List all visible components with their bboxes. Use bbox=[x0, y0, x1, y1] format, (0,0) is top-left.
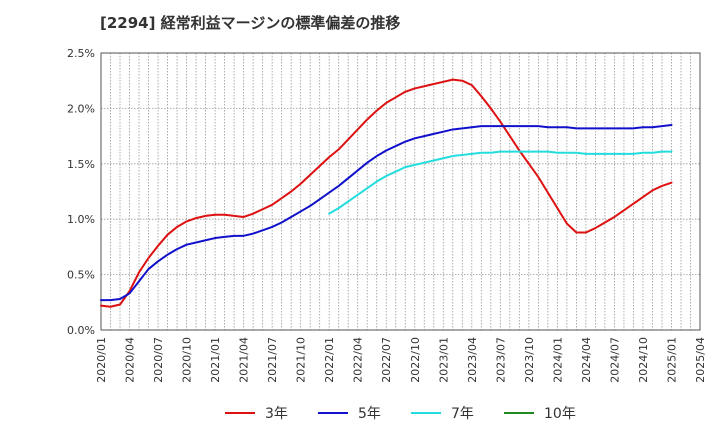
plot-area bbox=[101, 53, 700, 330]
x-tick-label: 2024/01 bbox=[551, 337, 564, 383]
legend: 3年 5年 7年 10年 bbox=[225, 406, 576, 422]
y-tick-label: 0.0% bbox=[67, 324, 95, 337]
series-lines bbox=[100, 78, 673, 308]
plot-frame bbox=[100, 52, 701, 331]
y-tick-label: 2.0% bbox=[67, 102, 95, 115]
y-tick-label: 2.5% bbox=[67, 47, 95, 60]
x-tick-label: 2020/01 bbox=[95, 337, 108, 383]
x-tick-label: 2020/10 bbox=[181, 337, 194, 383]
x-tick-label: 2022/10 bbox=[409, 337, 422, 383]
y-tick-label: 1.0% bbox=[67, 213, 95, 226]
series-line bbox=[100, 124, 673, 302]
x-tick-label: 2025/04 bbox=[694, 337, 707, 383]
x-tick-label: 2024/10 bbox=[637, 337, 650, 383]
chart-title: [2294] 経常利益マージンの標準偏差の推移 bbox=[100, 14, 400, 32]
series-line bbox=[328, 150, 673, 215]
x-tick-label: 2021/07 bbox=[266, 337, 279, 383]
x-tick-label: 2020/04 bbox=[124, 337, 137, 383]
axes: 0.0% 0.5% 1.0% 1.5% 2.0% 2.5% 2020/01 2020/04 20… bbox=[67, 47, 707, 383]
x-tick-label: 2023/07 bbox=[494, 337, 507, 383]
x-tick-label: 2023/10 bbox=[523, 337, 536, 383]
x-tick-label: 2022/07 bbox=[380, 337, 393, 383]
legend-label: 3年 bbox=[265, 406, 288, 422]
x-tick-label: 2021/04 bbox=[238, 337, 251, 383]
x-tick-label: 2023/04 bbox=[466, 337, 479, 383]
y-tick-label: 0.5% bbox=[67, 269, 95, 282]
x-tick-label: 2024/04 bbox=[580, 337, 593, 383]
x-tick-label: 2021/01 bbox=[209, 337, 222, 383]
x-tick-label: 2020/07 bbox=[152, 337, 165, 383]
y-tick-label: 1.5% bbox=[67, 158, 95, 171]
x-tick-label: 2024/07 bbox=[608, 337, 621, 383]
x-tick-label: 2025/01 bbox=[665, 337, 678, 383]
x-tick-label: 2022/04 bbox=[352, 337, 365, 383]
legend-label: 5年 bbox=[358, 406, 381, 422]
x-tick-label: 2021/10 bbox=[295, 337, 308, 383]
x-tick-label: 2023/01 bbox=[437, 337, 450, 383]
x-tick-label: 2022/01 bbox=[323, 337, 336, 383]
legend-label: 7年 bbox=[451, 406, 474, 422]
legend-label: 10年 bbox=[544, 406, 576, 422]
grid bbox=[100, 52, 701, 331]
series-line bbox=[100, 78, 673, 308]
